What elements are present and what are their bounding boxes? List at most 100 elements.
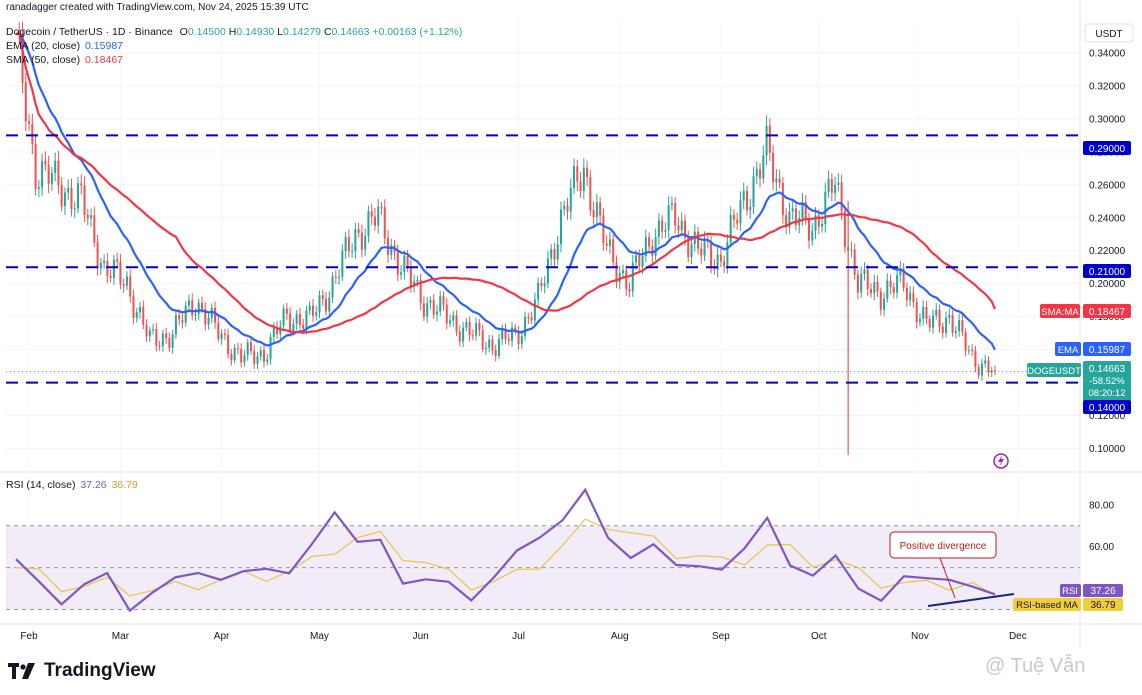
candle-body [739,200,742,224]
candle-body [612,239,615,263]
candle-body [990,370,993,373]
candle-body [243,355,246,363]
candle-body [664,230,667,232]
candle-body [435,311,438,315]
candle-body [129,276,132,297]
ohlc-c-label: C [323,26,332,38]
moving-averages [15,32,997,351]
sma-legend[interactable]: SMA (50, close) 0.18467 [6,54,123,66]
candle-body [86,214,89,219]
candle-body [912,292,915,303]
candle-body [214,307,217,323]
candle-body [295,314,298,324]
candle-body [148,330,151,337]
level-tag-140: 0.14000 [1083,400,1131,414]
candle-body [334,276,337,278]
time-tick-label: Feb [20,631,38,642]
candle-body [814,215,817,232]
candle-body [602,215,605,244]
candle-body [240,349,243,363]
candle-body [759,169,762,179]
candle-body [840,182,843,212]
ema-legend-label: EMA (20, close) [6,40,81,52]
candle-body [553,249,556,260]
candle-body [367,211,370,237]
candle-body [497,339,500,356]
candle-body [276,327,279,335]
candle-body [429,300,432,304]
candle-body [83,185,86,215]
candle-body [217,322,220,339]
alert-icon[interactable] [993,453,1009,469]
candle-body [595,202,598,218]
candle-body [47,164,50,184]
candle-body [347,236,350,252]
candle-body [821,224,824,227]
level-tag-210: 0.21000 [1083,264,1131,278]
svg-text:0.21000: 0.21000 [1089,267,1126,278]
candle-body [608,239,611,246]
candle-body [589,177,592,211]
rsi-legend[interactable]: RSI (14, close) 37.26 36.79 [6,479,138,491]
candle-body [152,329,155,331]
candle-body [811,231,814,241]
candle-body [873,282,876,294]
candle-body [233,347,236,361]
candle-body [24,82,27,122]
candle-body [171,334,174,348]
candle-body [155,329,158,346]
candle-body [667,205,670,231]
time-tick-label: Oct [811,631,827,642]
candle-body [690,244,693,258]
candle-body [654,236,657,256]
candle-body [426,303,429,317]
candle-body [292,323,295,332]
rsi-tag: RSI 37.26 [1060,584,1123,597]
candle-body [879,291,882,310]
candle-body [915,302,918,323]
candle-body [344,236,347,251]
time-tick-label: Dec [1009,631,1027,642]
candle-body [494,350,497,356]
candle-body [697,231,700,249]
candle-body [168,338,171,348]
rsi-ma-legend-value: 36.79 [111,479,138,491]
price-tick-label: 0.10000 [1089,444,1126,455]
tradingview-logo[interactable]: TradingView [8,660,156,682]
currency-selector[interactable]: USDT [1084,23,1134,43]
ema-legend[interactable]: EMA (20, close) 0.15987 [6,40,123,52]
candle-body [28,121,31,124]
candle-body [700,248,703,256]
candle-body [974,350,977,367]
ohlc-l-label: L [277,26,284,38]
candle-body [755,169,758,177]
candle-body [788,211,791,228]
svg-text:DOGEUSDT: DOGEUSDT [1027,366,1081,377]
candle-body [586,167,589,178]
candle-body [918,318,921,323]
candle-body [272,327,275,337]
candle-body [145,324,148,337]
candle-body [419,280,422,304]
candle-body [201,302,204,309]
time-tick-label: Mar [112,631,130,642]
svg-text:0.29000: 0.29000 [1089,144,1126,155]
rsi-ma-tag: RSI-based MA 36.79 [1013,598,1123,611]
ohlc-h: 0.14930 [236,26,275,38]
watermark: @ Tuệ Vẫn [985,655,1086,677]
svg-text:0.14663: 0.14663 [1089,364,1126,375]
candle-body [674,203,677,226]
candle-body [605,243,608,246]
candle-body [514,327,517,332]
time-tick-label: Sep [712,631,730,642]
candle-body [987,360,990,373]
candle-body [207,317,210,325]
candle-body [67,188,70,193]
sma-price-tag: SMA:MA 0.18467 [1040,304,1131,318]
candle-body [475,323,478,336]
candle-body [37,187,40,189]
candle-body [830,178,833,193]
candle-body [889,280,892,288]
candle-body [834,184,837,193]
